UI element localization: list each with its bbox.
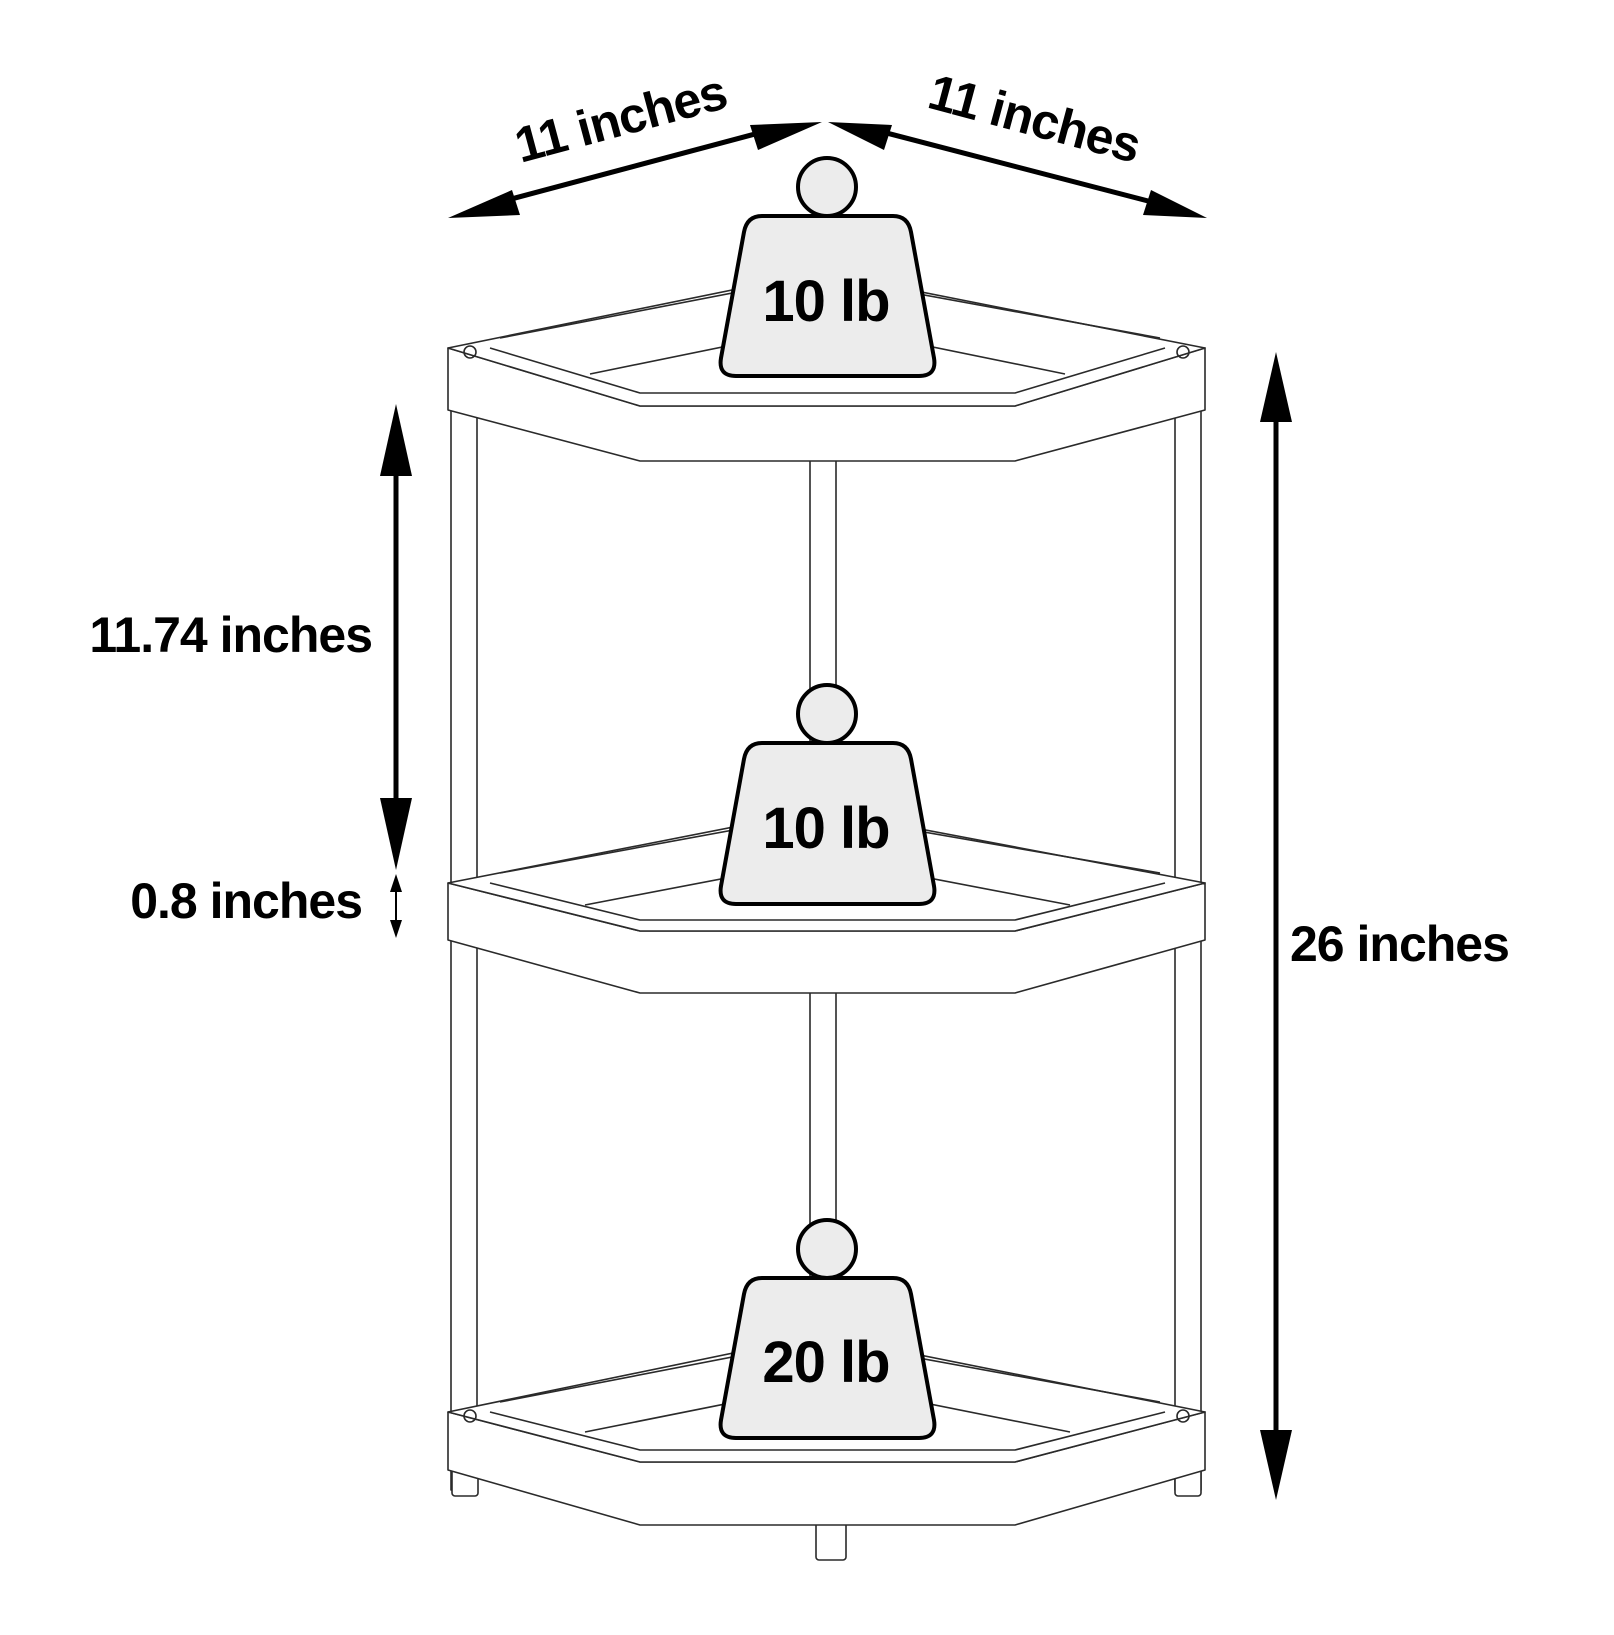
shelf-spacing-arrow [380, 404, 412, 870]
arrowhead-icon [1260, 1430, 1292, 1500]
weight-handle-icon [796, 683, 858, 745]
arrowhead-icon [1260, 352, 1292, 422]
width-right-label: 11 inches [923, 64, 1146, 174]
width-left-label: 11 inches [509, 64, 732, 174]
arrowhead-icon [448, 190, 520, 218]
weight-middle: 10 lb [718, 683, 937, 906]
width-left-arrow [448, 122, 822, 218]
arrowhead-icon [828, 122, 892, 150]
shelf-thickness-arrow [390, 874, 402, 938]
total-height-label: 26 inches [1290, 916, 1509, 972]
center-foot [815, 1521, 847, 1561]
arrowhead-icon [380, 798, 412, 870]
arrowhead-icon [390, 874, 402, 892]
weight-handle-icon [796, 1218, 858, 1280]
arrowhead-icon [390, 920, 402, 938]
weight-label-middle: 10 lb [762, 796, 889, 861]
weight-handle-icon [796, 156, 858, 218]
arrowhead-icon [1143, 190, 1207, 218]
weight-icon [718, 1276, 937, 1440]
weight-icon [718, 741, 937, 906]
weight-icon [718, 214, 937, 378]
total-height-arrow [1260, 352, 1292, 1500]
shelf-thickness-label: 0.8 inches [130, 873, 362, 929]
arrowhead-icon [750, 122, 822, 150]
weight-label-bottom: 20 lb [762, 1330, 889, 1395]
weight-top: 10 lb [718, 156, 937, 378]
arrowhead-icon [380, 404, 412, 476]
width-right-arrow [828, 122, 1207, 218]
weight-label-top: 10 lb [762, 269, 889, 334]
weight-bottom: 20 lb [718, 1218, 937, 1440]
shelf-spacing-label: 11.74 inches [89, 607, 372, 663]
